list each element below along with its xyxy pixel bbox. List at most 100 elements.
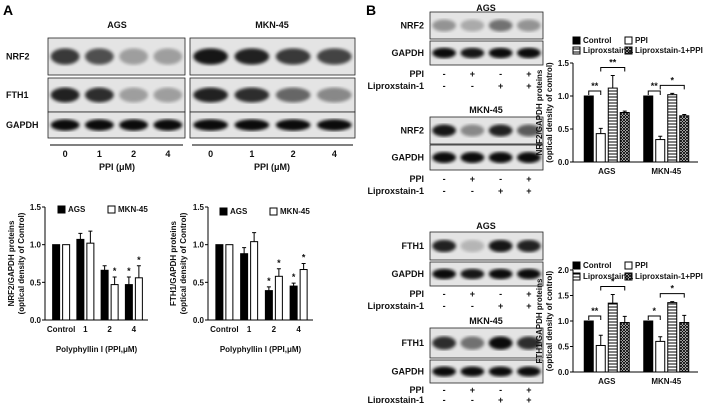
blot-gapdh — [429, 144, 544, 171]
treatment-sign: + — [526, 69, 531, 79]
blot-fth1-ags — [47, 77, 186, 113]
protein-band — [517, 19, 541, 32]
protein-band — [488, 152, 513, 163]
blot-gapdh — [429, 261, 544, 287]
y-tick-label: 1.5 — [558, 59, 570, 68]
legend-swatch — [219, 207, 228, 216]
bar — [110, 284, 119, 321]
protein-band — [517, 268, 541, 280]
error-bar — [276, 268, 281, 277]
y-tick-label: 1.0 — [558, 317, 570, 326]
protein-band — [517, 47, 541, 59]
blot-row-label-gapdh: GAPDH — [391, 48, 424, 58]
bar — [655, 340, 666, 373]
treatment-label-ppi: PPI — [409, 69, 424, 79]
blot-title-ags: AGS — [107, 20, 127, 30]
lane-label: 1 — [97, 149, 102, 159]
error-bar — [622, 110, 627, 113]
protein-band — [50, 48, 80, 65]
bar — [583, 95, 594, 163]
error-bar — [598, 127, 603, 134]
blot-title-mkn-45: MKN-45 — [469, 105, 503, 115]
legend-swatch — [572, 46, 581, 55]
error-bar — [291, 282, 296, 287]
blot-nrf2-mkn45 — [189, 37, 356, 76]
protein-band — [517, 124, 541, 137]
error-bar — [126, 276, 131, 285]
protein-band — [488, 366, 513, 377]
treatment-sign: - — [443, 81, 446, 91]
protein-band — [460, 366, 485, 377]
y-axis-label: NRF2/GAPDH proteins — [535, 69, 544, 155]
treatment-sign: + — [470, 174, 475, 184]
y-tick-label: 0.5 — [193, 278, 205, 287]
x-tick-label: 4 — [296, 325, 301, 334]
bar — [264, 290, 273, 321]
protein-band — [84, 48, 114, 65]
protein-band — [119, 119, 149, 131]
significance-label: * — [670, 75, 674, 85]
blot-nrf2-ags — [47, 37, 186, 76]
legend-swatch — [107, 205, 116, 214]
treatment-sign: - — [443, 289, 446, 299]
treatment-sign: + — [526, 289, 531, 299]
error-bar — [88, 230, 93, 244]
treatment-sign: + — [498, 301, 503, 311]
legend-label-control: Control — [583, 261, 611, 270]
protein-band — [50, 87, 80, 103]
significance-bracket — [659, 293, 685, 298]
protein-band — [317, 87, 352, 103]
lane-label: 0 — [63, 149, 68, 159]
error-bar — [136, 265, 141, 278]
significance-star: * — [302, 253, 306, 263]
y-tick-label: 0.5 — [558, 343, 570, 352]
legend-swatch — [624, 36, 633, 45]
x-tick-label: Control — [47, 325, 75, 334]
protein-band — [317, 48, 352, 65]
protein-band — [317, 119, 352, 131]
significance-star: * — [113, 266, 117, 276]
error-bar — [682, 314, 687, 323]
blot-fth1 — [429, 231, 544, 261]
protein-band — [84, 119, 114, 131]
blot-title-ags: AGS — [476, 3, 496, 13]
bar — [619, 322, 630, 373]
significance-bracket — [659, 84, 685, 90]
treatment-label-liproxstain-1: Liproxstain-1 — [367, 186, 424, 196]
error-bar — [301, 263, 306, 270]
bar — [619, 112, 630, 163]
legend-swatch — [572, 272, 581, 281]
legend-swatch — [572, 261, 581, 270]
bar — [595, 344, 606, 373]
protein-band — [488, 124, 513, 137]
protein-band — [488, 268, 513, 280]
bar — [100, 269, 109, 321]
y-tick-label: 1.0 — [193, 241, 205, 250]
treatment-sign: + — [498, 395, 503, 403]
blot-fth1-mkn45 — [189, 77, 356, 113]
protein-band — [488, 19, 513, 32]
error-bar — [670, 92, 675, 95]
blot-gapdh — [429, 40, 544, 66]
bar — [667, 94, 678, 163]
treatment-sign: - — [471, 81, 474, 91]
blot-nrf2 — [429, 11, 544, 40]
bar — [86, 242, 95, 321]
y-axis-label: FTH1/GAPDH proteins — [169, 221, 178, 306]
lane-label: 0 — [208, 149, 213, 159]
significance-label: ** — [609, 58, 617, 68]
bar — [225, 244, 234, 321]
treatment-sign: - — [499, 385, 502, 395]
y-axis-label: (optical density of Control) — [17, 212, 26, 314]
blot-row-label-fth1: FTH1 — [6, 90, 29, 100]
y-axis-label: (optical density of Control) — [179, 212, 188, 314]
blot-gapdh — [429, 359, 544, 384]
protein-band — [432, 124, 456, 137]
protein-band — [432, 268, 456, 280]
legend-label-ags: AGS — [230, 207, 248, 216]
bar — [655, 139, 666, 163]
y-tick-label: 0.0 — [558, 158, 570, 167]
lane-label: 2 — [131, 149, 136, 159]
treatment-sign: - — [499, 69, 502, 79]
y-tick-label: 2.0 — [558, 266, 570, 275]
